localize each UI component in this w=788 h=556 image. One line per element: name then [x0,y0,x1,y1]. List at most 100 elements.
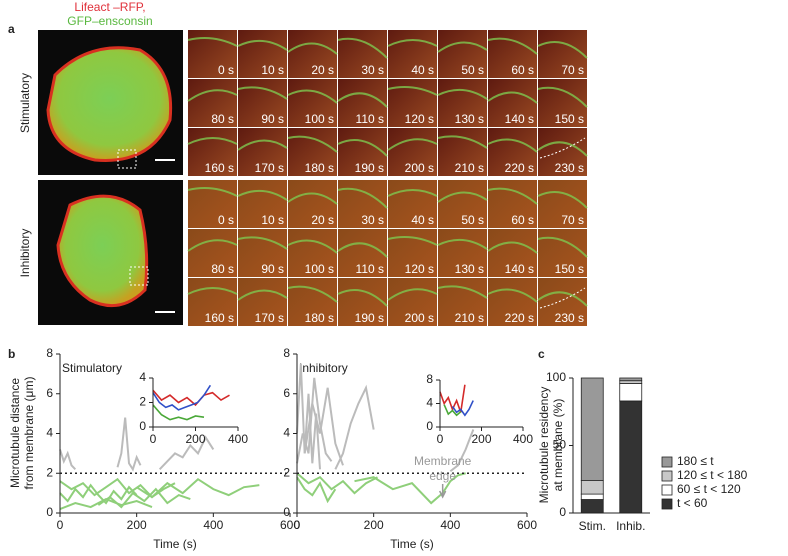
time-label: 0 s [218,63,234,77]
microtubule [537,141,588,157]
microtubule [487,241,538,254]
trace [136,477,260,499]
time-lapse-tile [488,229,537,277]
time-label: 160 s [205,311,234,325]
y-tick-label: 0 [426,419,433,433]
y-tick-label: 4 [139,370,146,384]
cell [56,194,149,308]
time-label: 40 s [411,63,434,77]
y-tick-label: 0 [139,419,146,433]
y-tick-label: 4 [46,426,53,440]
time-label: 100 s [305,112,334,126]
membrane-outline [539,287,586,309]
x-tick-label: 600 [517,518,537,532]
panel-label: b [8,347,15,361]
microtubule [287,89,338,104]
legend-swatch [661,470,673,482]
time-label: 130 s [455,112,484,126]
legend-label: 60 ≤ t < 120 [677,482,741,496]
time-lapse-tile [388,278,437,326]
time-label: 180 s [305,161,334,175]
time-label: 230 s [555,311,584,325]
microtubule [387,288,438,301]
trace [296,476,337,504]
time-label: 210 s [455,311,484,325]
time-label: 10 s [261,213,284,227]
time-lapse-tile [188,229,237,277]
microtubule [237,236,288,250]
x-tick-label: 600 [280,518,300,532]
time-label: 50 s [461,63,484,77]
condition-label: Stimulatory [18,73,32,133]
time-label: 220 s [505,311,534,325]
time-label: 130 s [455,262,484,276]
y-axis-label: Microtubule distance [8,378,22,488]
y-tick-label: 0 [559,505,566,519]
time-lapse-tile [188,278,237,326]
time-lapse-tile [188,79,237,127]
bar-segment [619,380,643,384]
y-tick-label: 6 [283,386,290,400]
legend-swatch [661,498,673,510]
time-label: 70 s [561,63,584,77]
bar-segment [580,480,604,495]
trace [296,472,378,495]
bar-segment [580,377,604,481]
legend-label: t < 60 [677,496,708,510]
time-label: 60 s [511,213,534,227]
microtubule [337,139,388,157]
microtubule [287,239,338,254]
trace [354,472,466,505]
time-lapse-tile [288,229,337,277]
bar-segment [580,499,604,514]
time-label: 160 s [205,161,234,175]
time-lapse-tile [288,30,337,78]
time-label: 140 s [505,262,534,276]
time-lapse-tile [388,180,437,228]
chart-title: Stimulatory [62,361,122,375]
x-axis-label: Time (s) [153,537,197,551]
time-label: 170 s [255,311,284,325]
time-label: 10 s [261,63,284,77]
y-tick-label: 2 [283,465,290,479]
time-label: 190 s [355,161,384,175]
time-label: 30 s [361,213,384,227]
trace [59,497,153,510]
x-tick-label: 200 [471,432,491,446]
y-tick-label: 4 [283,426,290,440]
time-lapse-tile [238,278,287,326]
time-lapse-tile [288,180,337,228]
microtubule [437,238,488,250]
panel-label: c [538,347,545,361]
microtubule [237,189,288,201]
trace [152,389,230,407]
time-lapse-tile [438,229,487,277]
annotation: edge [429,469,456,483]
y-tick-label: 8 [426,372,433,386]
trace [116,417,142,472]
bar-segment [619,382,643,402]
microtubule [187,37,238,47]
time-lapse-tile [238,180,287,228]
x-tick-label: 200 [127,518,147,532]
bar-segment [619,400,643,514]
y-tick-label: 2 [46,465,53,479]
microtubule [537,41,588,59]
time-label: 70 s [561,213,584,227]
microtubule [537,291,588,307]
time-label: 90 s [261,112,284,126]
time-label: 150 s [555,262,584,276]
time-label: 150 s [555,112,584,126]
time-lapse-tile [388,30,437,78]
microtubule [387,86,438,96]
microtubule [387,236,438,246]
time-label: 110 s [356,262,384,276]
trace [97,487,191,509]
time-lapse-tile [488,79,537,127]
time-lapse-tile [338,79,387,127]
x-tick-label: 0 [150,432,157,446]
time-label: 20 s [311,63,334,77]
time-lapse-tile [288,79,337,127]
time-lapse-tile [188,128,237,176]
legend-text: GFP–ensconsin [67,14,152,28]
